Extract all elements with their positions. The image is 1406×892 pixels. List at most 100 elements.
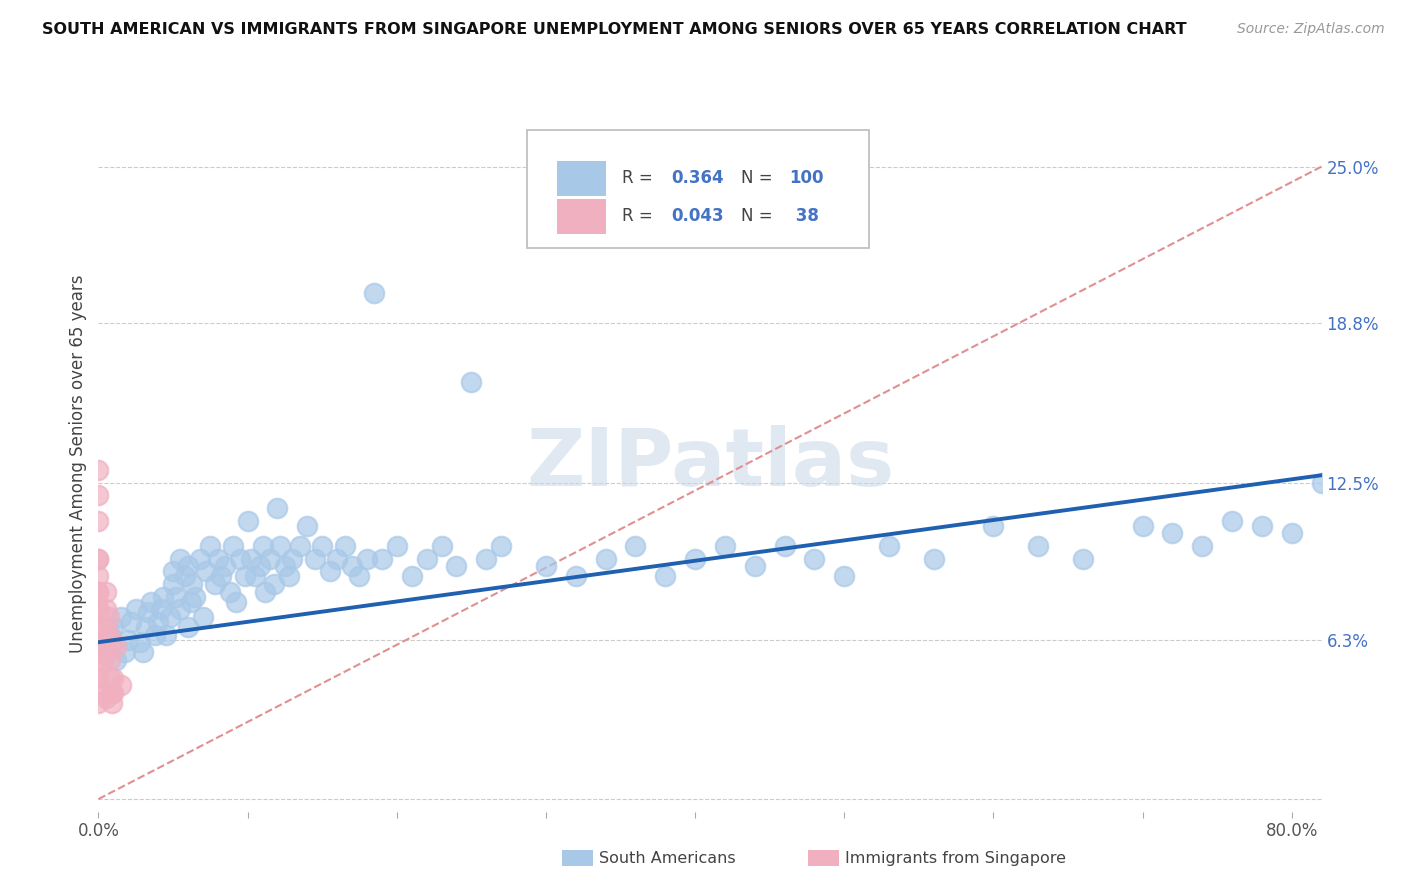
Point	[103, 671, 125, 685]
Point	[184, 590, 207, 604]
Point	[96, 645, 118, 659]
Point	[832, 569, 855, 583]
Point	[162, 577, 184, 591]
Point	[94, 602, 117, 616]
Point	[877, 539, 900, 553]
Point	[236, 514, 259, 528]
Point	[87, 551, 110, 566]
Point	[385, 539, 408, 553]
Point	[1220, 514, 1243, 528]
Point	[169, 602, 191, 616]
Point	[87, 635, 110, 649]
Point	[773, 539, 796, 553]
Point	[340, 559, 363, 574]
Point	[415, 551, 437, 566]
Point	[87, 671, 110, 685]
Point	[624, 539, 647, 553]
Point	[333, 539, 356, 553]
Text: 0.043: 0.043	[671, 207, 724, 225]
Point	[162, 565, 184, 579]
Text: Immigrants from Singapore: Immigrants from Singapore	[845, 851, 1066, 865]
Point	[177, 559, 200, 574]
Point	[252, 539, 274, 553]
Point	[120, 615, 142, 629]
Point	[152, 590, 174, 604]
Point	[177, 620, 200, 634]
Point	[87, 602, 110, 616]
Point	[304, 551, 326, 566]
Point	[97, 610, 120, 624]
Point	[98, 627, 121, 641]
Point	[101, 696, 124, 710]
Text: 38: 38	[790, 207, 818, 225]
Point	[249, 559, 271, 574]
Point	[349, 569, 371, 583]
Point	[297, 518, 319, 533]
FancyBboxPatch shape	[526, 130, 869, 248]
Point	[1132, 518, 1154, 533]
Point	[165, 590, 187, 604]
Point	[475, 551, 498, 566]
Point	[87, 620, 110, 634]
Text: 0.364: 0.364	[671, 169, 724, 187]
Point	[460, 375, 482, 389]
Point	[188, 551, 211, 566]
Point	[117, 632, 139, 647]
Point	[94, 620, 117, 634]
Point	[87, 514, 110, 528]
Point	[401, 569, 423, 583]
Point	[269, 539, 291, 553]
Point	[87, 686, 110, 700]
Point	[143, 627, 166, 641]
Point	[1161, 526, 1184, 541]
Point	[103, 620, 125, 634]
Point	[87, 569, 110, 583]
Point	[114, 645, 136, 659]
Point	[229, 551, 252, 566]
Point	[243, 569, 266, 583]
Point	[87, 645, 110, 659]
Text: R =: R =	[621, 169, 658, 187]
Point	[87, 584, 110, 599]
Point	[371, 551, 394, 566]
Point	[1026, 539, 1049, 553]
Y-axis label: Unemployment Among Seniors over 65 years: Unemployment Among Seniors over 65 years	[69, 275, 87, 653]
Point	[103, 686, 125, 700]
Point	[200, 539, 222, 553]
Point	[259, 551, 281, 566]
FancyBboxPatch shape	[557, 161, 606, 196]
FancyBboxPatch shape	[557, 200, 606, 235]
Point	[97, 627, 120, 641]
Point	[1310, 475, 1333, 490]
Point	[87, 463, 110, 477]
Point	[922, 551, 945, 566]
Point	[169, 551, 191, 566]
Point	[225, 595, 247, 609]
Point	[254, 584, 277, 599]
Point	[1071, 551, 1094, 566]
Point	[135, 620, 157, 634]
Point	[87, 488, 110, 502]
Text: ZIPatlas: ZIPatlas	[526, 425, 894, 503]
Point	[489, 539, 512, 553]
Point	[87, 602, 110, 616]
Point	[87, 635, 110, 649]
Point	[125, 602, 148, 616]
Point	[204, 577, 226, 591]
Point	[105, 640, 128, 655]
Point	[146, 615, 169, 629]
Point	[150, 602, 173, 616]
Point	[94, 584, 117, 599]
Point	[105, 653, 128, 667]
Point	[155, 627, 177, 641]
Point	[98, 671, 121, 685]
Text: N =: N =	[741, 169, 778, 187]
Point	[87, 671, 110, 685]
Text: SOUTH AMERICAN VS IMMIGRANTS FROM SINGAPORE UNEMPLOYMENT AMONG SENIORS OVER 65 Y: SOUTH AMERICAN VS IMMIGRANTS FROM SINGAP…	[42, 22, 1187, 37]
Point	[87, 551, 110, 566]
Point	[446, 559, 468, 574]
Point	[221, 539, 243, 553]
Point	[87, 653, 110, 667]
Point	[194, 565, 217, 579]
Point	[274, 559, 297, 574]
